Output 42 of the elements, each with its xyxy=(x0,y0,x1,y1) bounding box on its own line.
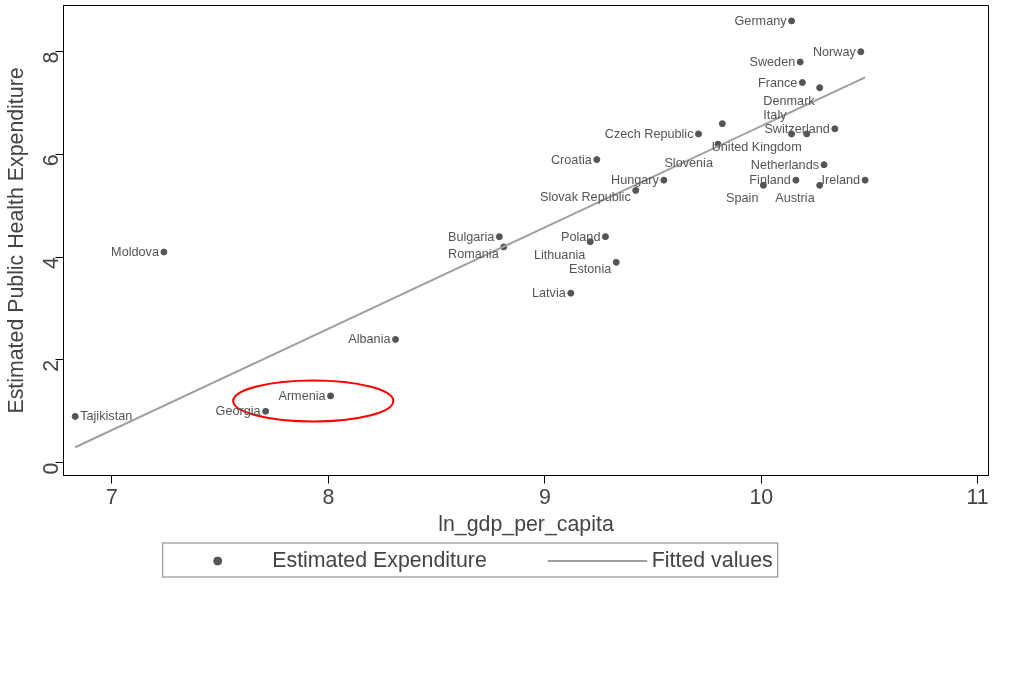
annotation: Spain xyxy=(726,191,759,206)
annotation: Slovenia xyxy=(664,156,714,171)
legend-label: Estimated Expenditure xyxy=(272,547,487,573)
annotation: Denmark xyxy=(763,93,816,108)
y-tick-label: 4 xyxy=(39,257,63,270)
annotation: Lithuania xyxy=(533,247,587,262)
annotation: United Kingdom xyxy=(711,139,802,154)
annotation: Norway xyxy=(812,44,857,59)
annotation: Hungary xyxy=(611,173,660,188)
annotation: Sweden xyxy=(749,55,796,69)
annotation: Latvia xyxy=(532,286,567,301)
annotation: Czech Republic xyxy=(604,126,694,141)
annotation: Albania xyxy=(348,332,392,347)
annotation: Netherlands xyxy=(750,157,820,172)
annotation: Poland xyxy=(561,229,601,244)
annotation: Estonia xyxy=(569,262,613,277)
annotation: Tajikistan xyxy=(80,409,133,424)
annotation: France xyxy=(757,75,798,90)
annotation: Austria xyxy=(775,191,816,206)
annotation: Bulgaria xyxy=(447,229,496,244)
annotation: Finland xyxy=(749,173,791,188)
annotation: Romania xyxy=(448,246,500,261)
y-tick-label: 8 xyxy=(39,51,63,64)
annotation: Croatia xyxy=(550,152,593,167)
annotation: Germany xyxy=(734,13,788,28)
annotation: Italy xyxy=(763,107,788,122)
y-tick-label: 2 xyxy=(39,359,63,372)
y-tick-label: 6 xyxy=(39,154,63,167)
annotation: Switzerland xyxy=(764,121,830,136)
y-tick-label: 0 xyxy=(39,462,63,475)
x-tick-label: 7 xyxy=(106,484,118,509)
legend-label: Fitted values xyxy=(651,547,773,573)
y-axis-title: Estimated Public Health Expenditure xyxy=(3,67,28,414)
annotation: Moldova xyxy=(111,245,160,260)
annotation: Ireland xyxy=(821,173,861,188)
x-axis-title: ln_gdp_per_capita xyxy=(438,511,614,536)
x-tick-label: 11 xyxy=(966,484,989,509)
x-tick-label: 8 xyxy=(322,484,335,509)
annotation: Armenia xyxy=(278,388,327,403)
x-tick-label: 10 xyxy=(749,484,774,509)
annotation: Slovak Republic xyxy=(539,190,631,205)
x-tick-label: 9 xyxy=(538,484,551,509)
